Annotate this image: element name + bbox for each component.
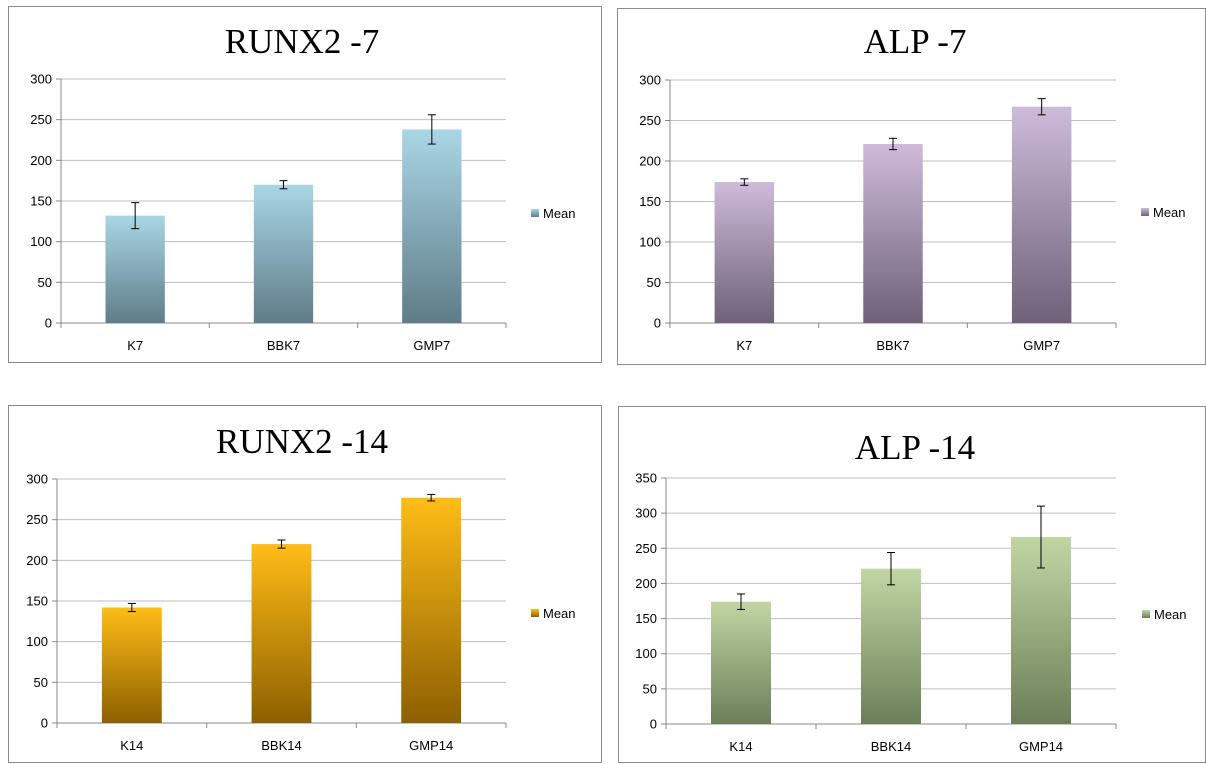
y-tick-label: 250 [26, 512, 48, 527]
chart-svg: ALP -7 0 50 100 150 200 250 300 K7 BBK7 GMP7 Mean [639, 22, 1186, 353]
y-tick-label: 100 [26, 634, 48, 649]
y-tick-label: 50 [38, 275, 52, 290]
legend-label: Mean [1153, 205, 1186, 220]
legend-swatch [531, 209, 539, 217]
y-tick-label: 350 [635, 471, 657, 486]
x-tick-label: BBK7 [267, 338, 300, 353]
chart-title: ALP -14 [855, 428, 975, 467]
y-tick-label: 250 [639, 113, 661, 128]
y-tick-label: 50 [643, 681, 657, 696]
x-tick-label: BBK7 [876, 338, 909, 353]
chart-title: ALP -7 [864, 22, 967, 61]
y-tick-label: 0 [45, 316, 52, 331]
chart-svg: RUNX2 -14 0 50 100 150 200 250 300 K14 BBK14 GMP14… [26, 422, 576, 753]
y-tick-label: 300 [26, 472, 48, 487]
y-tick-label: 150 [30, 194, 52, 209]
x-tick-label: GMP14 [409, 738, 453, 753]
bar [711, 601, 771, 724]
x-tick-label: BBK14 [871, 739, 911, 754]
y-tick-label: 200 [30, 153, 52, 168]
chart-title: RUNX2 -7 [225, 22, 380, 61]
bar [714, 182, 775, 323]
x-tick-label: K7 [736, 338, 752, 353]
y-tick-label: 300 [30, 72, 52, 87]
bar [401, 497, 462, 723]
legend-swatch [531, 609, 539, 617]
y-tick-label: 150 [26, 594, 48, 609]
y-tick-label: 50 [647, 275, 661, 290]
y-tick-label: 200 [26, 553, 48, 568]
bar [863, 143, 923, 323]
bar [253, 184, 314, 323]
bar [101, 607, 162, 723]
chart-svg: ALP -14 0 50 100 150 200 250 300 350 K14 BBK14 GMP1… [635, 428, 1187, 754]
x-tick-label: BBK14 [261, 738, 301, 753]
y-tick-label: 0 [41, 716, 48, 731]
y-tick-label: 200 [635, 576, 657, 591]
x-tick-label: GMP14 [1019, 739, 1063, 754]
y-tick-label: 150 [639, 194, 661, 209]
chart-panel-runx2-14: RUNX2 -14 0 50 100 150 200 250 300 K14 BBK14 GMP14… [8, 405, 602, 763]
chart-panel-alp-7: ALP -7 0 50 100 150 200 250 300 K7 BBK7 GMP7 Mean [617, 8, 1206, 365]
chart-title: RUNX2 -14 [216, 422, 388, 461]
legend-label: Mean [1154, 607, 1187, 622]
y-tick-label: 250 [30, 112, 52, 127]
legend-label: Mean [543, 206, 576, 221]
bar [861, 568, 921, 724]
bar [105, 215, 165, 323]
y-tick-label: 300 [635, 506, 657, 521]
y-tick-label: 100 [635, 646, 657, 661]
y-tick-label: 300 [639, 73, 661, 88]
x-tick-label: K7 [127, 338, 143, 353]
y-tick-label: 50 [34, 675, 48, 690]
x-tick-label: K14 [729, 739, 752, 754]
x-tick-label: GMP7 [1023, 338, 1060, 353]
y-tick-label: 150 [635, 611, 657, 626]
legend-swatch [1141, 208, 1149, 216]
y-tick-label: 0 [650, 717, 657, 732]
chart-svg: RUNX2 -7 0 50 100 150 200 250 300 K7 BBK7 GMP7 Mean [30, 22, 576, 353]
bar [1011, 106, 1072, 323]
y-tick-label: 0 [654, 316, 661, 331]
chart-panel-alp-14: ALP -14 0 50 100 150 200 250 300 350 K14 BBK14 GMP1… [618, 406, 1206, 763]
bar [251, 544, 312, 723]
bar [402, 129, 462, 323]
y-tick-label: 100 [30, 234, 52, 249]
x-tick-label: GMP7 [413, 338, 450, 353]
legend-label: Mean [543, 606, 576, 621]
y-tick-label: 200 [639, 154, 661, 169]
y-tick-label: 250 [635, 541, 657, 556]
chart-panel-runx2-7: RUNX2 -7 0 50 100 150 200 250 300 K7 BBK7 GMP7 Mean [8, 6, 602, 363]
legend-swatch [1142, 610, 1150, 618]
y-tick-label: 100 [639, 235, 661, 250]
x-tick-label: K14 [120, 738, 143, 753]
